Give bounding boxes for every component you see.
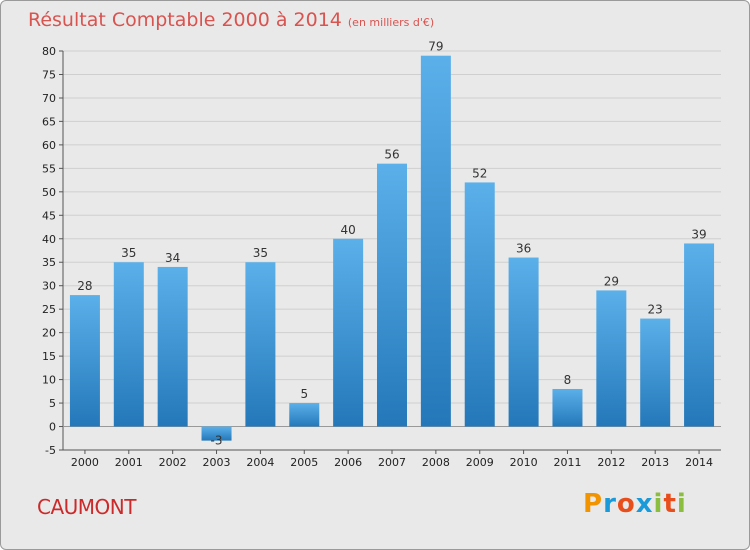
y-tick-labels: -5 0 5 10 15 20 25 30 35 40 45 50 55 60 65 70 75 80 <box>42 45 56 457</box>
y-tick-label: 65 <box>42 115 56 128</box>
y-tick-label: 80 <box>42 45 56 58</box>
bar-2014 <box>684 243 715 427</box>
x-tick-label: 2005 <box>290 456 318 469</box>
value-label: 40 <box>340 223 355 237</box>
value-label: 36 <box>516 242 531 256</box>
bar-2013 <box>640 318 671 427</box>
bar-2001 <box>113 262 144 427</box>
x-tick-labels: 2000 2001 2002 2003 2004 2005 2006 2007 2008 2009… <box>71 450 713 469</box>
y-tick-label: 50 <box>42 186 56 199</box>
proxiti-logo: Proxiti <box>583 489 687 519</box>
value-label: 35 <box>253 246 268 260</box>
logo-letter: x <box>635 489 654 519</box>
x-tick-label: 2010 <box>510 456 538 469</box>
y-tick-label: 10 <box>42 374 56 387</box>
x-tick-label: 2009 <box>466 456 494 469</box>
x-tick-label: 2003 <box>203 456 231 469</box>
y-tick-label: 75 <box>42 68 56 81</box>
bar-2004 <box>245 262 276 427</box>
value-label: 52 <box>472 166 487 180</box>
x-tick-label: 2006 <box>334 456 362 469</box>
x-tick-label: 2014 <box>685 456 713 469</box>
x-tick-label: 2002 <box>159 456 187 469</box>
value-label: 56 <box>384 148 399 162</box>
bar-2006 <box>333 238 364 427</box>
chart-title: Résultat Comptable 2000 à 2014 <box>28 9 342 31</box>
x-tick-label: 2012 <box>597 456 625 469</box>
x-tick-label: 2008 <box>422 456 450 469</box>
chart-subtitle: (en milliers d'€) <box>347 16 435 29</box>
value-label: 34 <box>165 251 180 265</box>
logo-letter: P <box>583 489 604 519</box>
y-tick-label: 0 <box>49 421 56 434</box>
bars <box>69 55 715 441</box>
bar-2007 <box>377 163 407 427</box>
y-tick-label: 25 <box>42 303 56 316</box>
x-tick-label: 2013 <box>641 456 669 469</box>
y-tick-label: 45 <box>42 209 56 222</box>
y-tick-label: -5 <box>45 444 56 457</box>
y-tick-label: 20 <box>42 327 56 340</box>
y-tick-label: 70 <box>42 92 56 105</box>
y-tick-label: 60 <box>42 139 56 152</box>
logo-letter: r <box>603 489 617 519</box>
value-label: 79 <box>428 40 443 54</box>
y-tick-label: 15 <box>42 350 56 363</box>
bar-2008 <box>420 55 451 427</box>
logo-letter: o <box>616 489 636 519</box>
bar-2003 <box>201 426 232 441</box>
value-label: 28 <box>77 279 92 293</box>
bar-2002 <box>157 266 188 427</box>
value-label: 5 <box>300 387 308 401</box>
x-tick-label: 2001 <box>115 456 143 469</box>
y-tick-label: 35 <box>42 256 56 269</box>
x-tick-label: 2007 <box>378 456 406 469</box>
y-tick-label: 5 <box>49 397 56 410</box>
commune-name: CAUMONT <box>37 495 136 519</box>
value-label: -3 <box>211 434 223 448</box>
logo-letter: t <box>663 489 677 519</box>
x-tick-label: 2004 <box>246 456 274 469</box>
value-label: 35 <box>121 246 136 260</box>
y-tick-label: 30 <box>42 280 56 293</box>
value-label: 8 <box>564 373 572 387</box>
value-label: 23 <box>648 303 663 317</box>
bar-2009 <box>464 182 495 427</box>
x-tick-label: 2011 <box>553 456 581 469</box>
logo-letter: i <box>676 489 687 519</box>
bar-2012 <box>596 290 627 427</box>
chart-title-block: Résultat Comptable 2000 à 2014 (en millie… <box>28 9 434 31</box>
bar-2005 <box>289 403 320 427</box>
y-tick-label: 40 <box>42 233 56 246</box>
value-labels: 28 35 34 -3 35 5 40 56 79 52 36 8 29 23 39 <box>77 40 706 448</box>
x-tick-label: 2000 <box>71 456 99 469</box>
value-label: 39 <box>691 227 706 241</box>
y-tick-label: 55 <box>42 162 56 175</box>
bar-2010 <box>508 257 539 427</box>
bar-2000 <box>69 295 100 427</box>
value-label: 29 <box>604 274 619 288</box>
bar-2011 <box>552 388 583 427</box>
logo-letter: i <box>653 489 664 519</box>
